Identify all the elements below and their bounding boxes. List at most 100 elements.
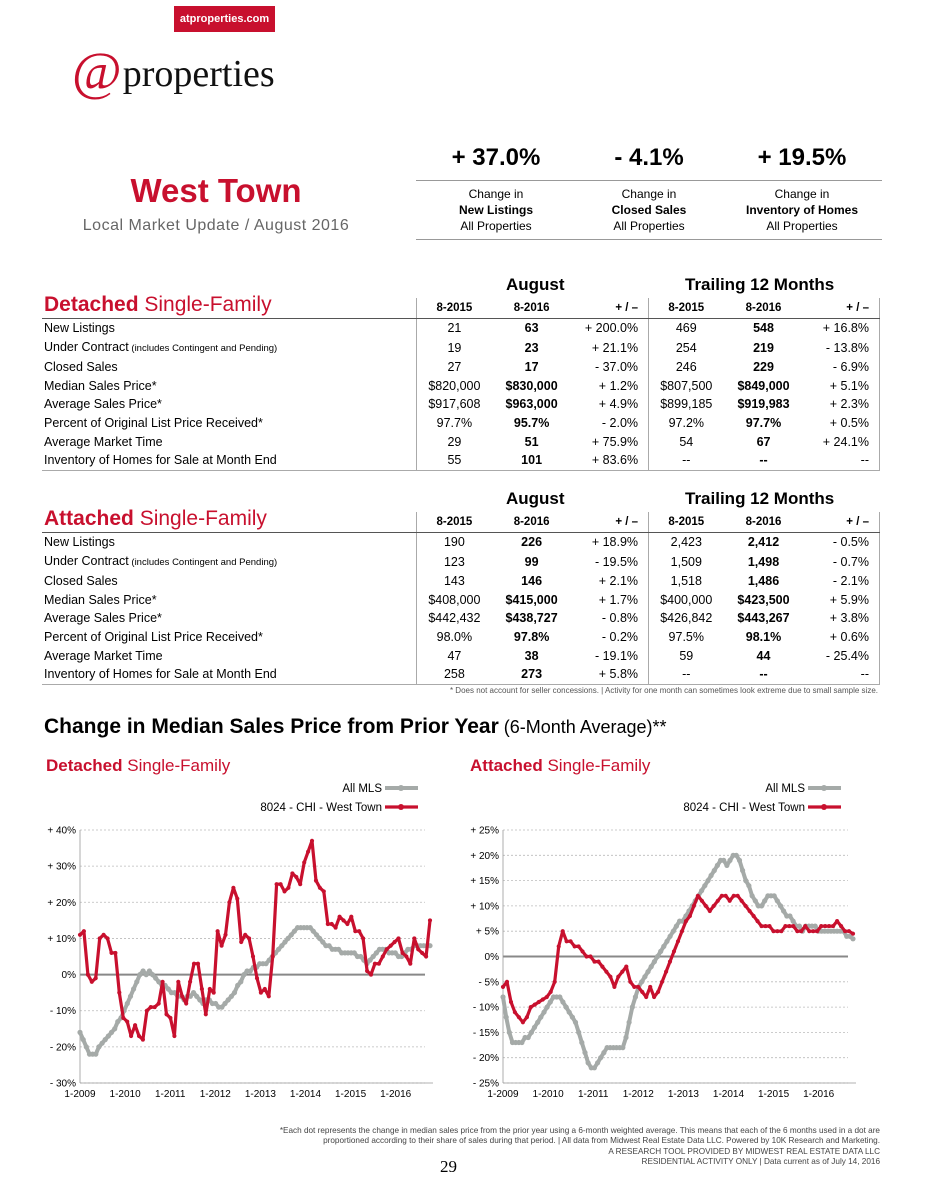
data-point xyxy=(624,964,629,969)
table-row: New Listings 190 226 + 18.9% 2,423 2,412 - 0.5… xyxy=(42,532,881,552)
data-point xyxy=(552,979,557,984)
data-point xyxy=(727,857,733,863)
data-point xyxy=(317,885,322,890)
data-point xyxy=(156,979,162,985)
data-point xyxy=(227,900,232,905)
table-cell: 54 xyxy=(648,432,724,452)
table-cell: + 3.8% xyxy=(803,609,881,628)
data-point xyxy=(584,954,589,959)
row-label: Average Market Time xyxy=(42,432,417,451)
y-tick-label: - 25% xyxy=(473,1079,499,1090)
legend-marker xyxy=(398,785,404,791)
table-cell: 98.0% xyxy=(416,627,492,647)
data-point xyxy=(238,979,244,985)
data-point xyxy=(664,938,670,944)
table-row: Percent of Original List Price Received*… xyxy=(42,413,880,433)
data-point xyxy=(735,893,740,898)
data-point xyxy=(357,929,362,934)
data-point xyxy=(702,883,708,889)
row-label-text: Average Sales Price* xyxy=(44,397,162,412)
kpi-closed-sales: - 4.1% Change in Closed Sales All Properti… xyxy=(569,140,729,240)
y-tick-label: + 20% xyxy=(47,898,76,909)
table-row: Percent of Original List Price Received*… xyxy=(42,627,881,647)
footer-line: *Each dot represents the change in media… xyxy=(279,1126,880,1135)
table-cell: $830,000 xyxy=(505,378,558,393)
y-tick-label: - 10% xyxy=(50,1006,76,1017)
group-label-trailing: Trailing 12 Months xyxy=(685,489,835,508)
table-row: Inventory of Homes for Sale at Month End… xyxy=(42,665,881,685)
row-label-text: Average Sales Price* xyxy=(44,611,162,626)
table-cell: $443,267 xyxy=(737,611,790,626)
data-point xyxy=(168,1015,173,1020)
kpi-value: + 37.0% xyxy=(451,144,541,171)
data-point xyxy=(133,1023,138,1028)
data-point xyxy=(819,924,824,929)
data-point xyxy=(749,893,755,899)
data-point xyxy=(691,903,696,908)
table-cell: 29 xyxy=(416,432,492,452)
data-point xyxy=(632,984,637,989)
data-point xyxy=(600,964,605,969)
data-point xyxy=(540,997,545,1002)
x-tick-label: 1-2012 xyxy=(623,1089,655,1100)
table-row: Average Market Time 29 51 + 75.9% 54 67 + 24.1… xyxy=(42,432,880,452)
data-point xyxy=(83,1044,89,1050)
chart-attached: + 25% + 20% + 15% + 10% + 5% 0% - 5% - 10% - 15%… xyxy=(470,783,856,1100)
data-point xyxy=(846,929,852,934)
data-point xyxy=(254,976,260,981)
row-label-text: New Listings xyxy=(44,535,115,550)
data-point xyxy=(626,1019,632,1025)
table-cell: 2,412 xyxy=(747,535,780,550)
kpi-line3: All Properties xyxy=(766,219,838,233)
data-point xyxy=(705,878,711,884)
data-point xyxy=(102,1037,108,1043)
row-label-text: Closed Sales xyxy=(44,360,118,375)
data-point xyxy=(101,932,106,937)
data-point xyxy=(351,950,357,956)
table-cell: 27 xyxy=(416,357,492,377)
data-point xyxy=(326,943,332,949)
data-point xyxy=(604,969,609,974)
data-point xyxy=(670,928,676,934)
data-point xyxy=(777,903,784,909)
row-label-text: Percent of Original List Price Received* xyxy=(44,630,263,645)
column-header: + / – xyxy=(571,298,649,319)
x-tick-label: 1-2009 xyxy=(64,1089,96,1100)
data-point xyxy=(544,994,549,1000)
data-point xyxy=(656,989,661,994)
table-cell: -- xyxy=(723,451,804,471)
table-cell: + 1.2% xyxy=(598,378,639,393)
data-point xyxy=(579,1039,585,1046)
series-line-west-town xyxy=(501,894,854,1024)
data-point xyxy=(612,984,617,989)
data-point xyxy=(288,932,294,938)
data-point xyxy=(367,957,373,963)
table-cell: 226 xyxy=(521,535,543,550)
y-tick-label: - 30% xyxy=(50,1079,76,1090)
data-point xyxy=(628,979,633,984)
data-point xyxy=(779,929,784,934)
table-cell: 1,509 xyxy=(648,551,724,572)
data-point xyxy=(329,921,334,927)
row-label-note: (includes Contingent and Pending) xyxy=(128,556,278,568)
data-point xyxy=(576,944,581,949)
logo-at: @ xyxy=(72,41,122,101)
table-cell: -- xyxy=(803,665,881,685)
data-point xyxy=(77,1029,83,1035)
x-tick-label: 1-2009 xyxy=(487,1089,519,1100)
table-cell: - 0.2% xyxy=(601,630,639,645)
chart-section-title-bold: Change in Median Sales Price from Prior … xyxy=(44,715,499,738)
data-point xyxy=(310,928,316,934)
kpi-line1: Change in xyxy=(468,187,524,201)
site-tag[interactable]: atproperties.com xyxy=(174,6,275,32)
data-point xyxy=(274,882,279,887)
table-cell: + 4.9% xyxy=(598,397,639,412)
data-point xyxy=(640,989,645,994)
data-point xyxy=(535,1019,541,1025)
y-tick-label: - 20% xyxy=(50,1042,76,1053)
data-point xyxy=(774,898,780,904)
data-point xyxy=(752,898,758,904)
data-point xyxy=(648,984,653,989)
data-point xyxy=(309,838,315,843)
y-tick-label: 0% xyxy=(62,970,77,981)
